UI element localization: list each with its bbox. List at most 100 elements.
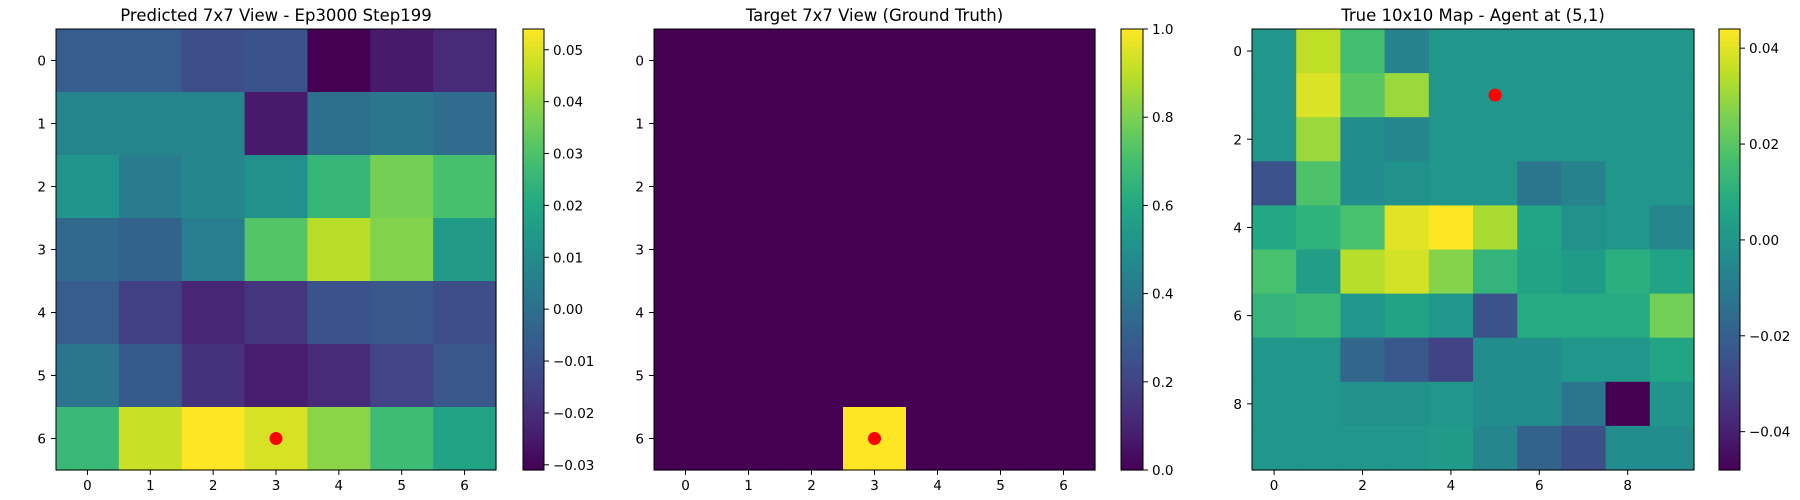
colorbar-gradient-step	[1121, 267, 1143, 273]
colorbar-gradient-step	[523, 99, 544, 105]
colorbar-tick-label: 0.05	[553, 43, 583, 59]
colorbar-gradient-step	[1121, 112, 1143, 118]
x-tick-label: 5	[996, 478, 1005, 494]
colorbar-gradient-step	[1719, 368, 1740, 374]
colorbar-gradient-step	[1121, 425, 1143, 431]
heatmap-cell	[1473, 337, 1518, 383]
colorbar-gradient-step	[1121, 108, 1143, 114]
colorbar-gradient-step	[1121, 456, 1143, 462]
colorbar-gradient-step	[1719, 399, 1740, 405]
colorbar-gradient-step	[1719, 337, 1740, 343]
colorbar-gradient-step	[1719, 174, 1740, 180]
colorbar-gradient-step	[1719, 178, 1740, 184]
heatmap-cell	[654, 29, 718, 93]
heatmap-cell	[906, 155, 970, 219]
heatmap-cell	[1252, 205, 1297, 251]
y-tick-label: 0	[1233, 44, 1242, 60]
y-tick-label: 6	[1233, 309, 1242, 325]
colorbar-gradient-step	[1121, 324, 1143, 330]
heatmap-cell	[181, 407, 246, 471]
colorbar-gradient-step	[523, 417, 544, 423]
colorbar-gradient-step	[1719, 205, 1740, 211]
colorbar-tick-label: −0.01	[553, 354, 594, 370]
colorbar-gradient-step	[523, 342, 544, 348]
colorbar-gradient-step	[523, 178, 544, 184]
agent-position-marker	[269, 432, 283, 445]
colorbar-gradient-step	[1121, 68, 1143, 74]
heatmap-cell	[370, 407, 434, 471]
colorbar-gradient-step	[523, 377, 544, 383]
colorbar-gradient-step	[1719, 430, 1740, 436]
colorbar-gradient-step	[1121, 90, 1143, 96]
colorbar-gradient-step	[1719, 262, 1740, 268]
colorbar-gradient-step	[1121, 64, 1143, 70]
heatmap-cell	[307, 29, 371, 93]
colorbar-gradient-step	[523, 452, 544, 458]
colorbar-gradient-step	[523, 275, 544, 281]
colorbar-gradient-step	[1121, 364, 1143, 370]
heatmap-cell	[181, 155, 246, 219]
colorbar-gradient-step	[1121, 33, 1143, 39]
heatmap-cell	[1605, 73, 1651, 118]
colorbar-gradient-step	[523, 192, 544, 198]
colorbar-gradient-step	[1719, 346, 1740, 352]
colorbar-gradient-step	[1121, 51, 1143, 57]
heatmap-cell	[1605, 117, 1651, 162]
heatmap-cell	[969, 407, 1033, 471]
colorbar-gradient-step	[523, 139, 544, 145]
colorbar-gradient-step	[1719, 456, 1740, 462]
colorbar-gradient-step	[523, 280, 544, 286]
colorbar-gradient-step	[1121, 187, 1143, 193]
heatmap-cell	[56, 344, 120, 408]
colorbar-gradient-step	[1121, 417, 1143, 423]
y-tick-label: 2	[635, 180, 644, 196]
heatmap-cell	[56, 218, 120, 282]
colorbar-gradient-step	[1719, 386, 1740, 392]
colorbar-gradient-step	[1719, 55, 1740, 61]
colorbar-gradient-step	[523, 196, 544, 202]
heatmap-cell	[1252, 73, 1297, 118]
colorbar-gradient-step	[1121, 174, 1143, 180]
colorbar-gradient-step	[523, 443, 544, 449]
heatmap-cell	[1384, 73, 1430, 118]
colorbar-gradient-step	[1121, 178, 1143, 184]
colorbar-gradient-step	[523, 306, 544, 312]
heatmap-cell	[56, 407, 120, 471]
colorbar-gradient-step	[1121, 430, 1143, 436]
heatmap-cell	[1561, 381, 1607, 427]
heatmap-cell	[1032, 155, 1096, 219]
colorbar-gradient-step	[523, 121, 544, 127]
colorbar-gradient-step	[1719, 298, 1740, 304]
heatmap-cell	[1296, 117, 1341, 162]
colorbar-gradient-step	[1719, 447, 1740, 453]
heatmap-cell	[118, 218, 183, 282]
colorbar-gradient-step	[1719, 395, 1740, 401]
colorbar-gradient-step	[1719, 249, 1740, 255]
colorbar-gradient-step	[523, 425, 544, 431]
heatmap-cell	[1384, 117, 1430, 162]
heatmap-cell	[1384, 205, 1430, 251]
colorbar-gradient-step	[1121, 152, 1143, 158]
colorbar-gradient-step	[523, 249, 544, 255]
colorbar-gradient-step	[1121, 29, 1143, 35]
colorbar-gradient-step	[1121, 289, 1143, 295]
heatmap-cell	[1032, 281, 1096, 345]
heatmap-cell	[181, 344, 246, 408]
heatmap-cell	[1340, 249, 1386, 295]
heatmap-cell	[1428, 293, 1474, 339]
colorbar-gradient-step	[1121, 148, 1143, 154]
colorbar-gradient-step	[523, 174, 544, 180]
heatmap-cell	[1032, 407, 1096, 471]
colorbar-gradient-step	[1121, 156, 1143, 162]
colorbar-gradient-step	[1719, 443, 1740, 449]
colorbar-gradient-step	[1719, 165, 1740, 171]
heatmap-cell	[1517, 29, 1562, 74]
colorbar-gradient-step	[1121, 412, 1143, 418]
colorbar-gradient-step	[1121, 465, 1143, 471]
colorbar-tick-label: 0.03	[553, 147, 583, 163]
colorbar-gradient-step	[523, 183, 544, 189]
colorbar-gradient-step	[1719, 439, 1740, 445]
colorbar-tick-label: 0.04	[1749, 41, 1779, 57]
heatmap-cell	[780, 281, 844, 345]
colorbar-gradient-step	[1719, 452, 1740, 458]
